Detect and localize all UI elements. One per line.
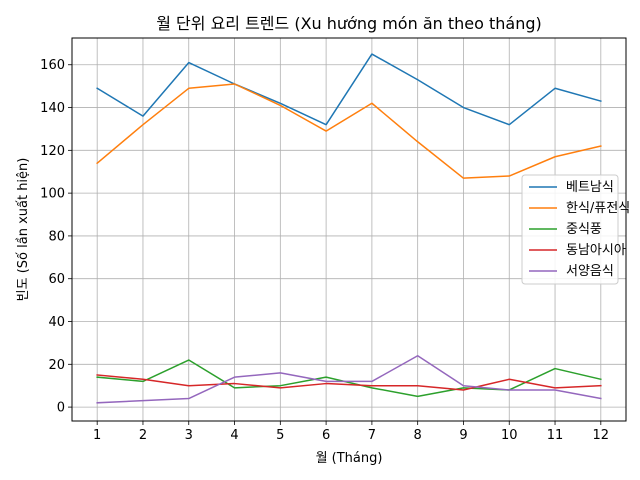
x-tick-label: 10 xyxy=(501,428,518,443)
plot-frame xyxy=(71,37,627,422)
y-tick-label: 20 xyxy=(48,358,65,373)
x-axis-ticks: 1 2 3 4 5 6 7 8 9 10 11 12 xyxy=(93,421,609,443)
y-tick-label: 100 xyxy=(40,187,65,202)
y-axis-ticks: 0 20 40 60 80 100 120 140 160 xyxy=(40,58,72,416)
x-tick-label: 3 xyxy=(185,428,193,443)
x-axis-label: 월 (Tháng) xyxy=(316,451,383,466)
x-tick-label: 8 xyxy=(414,428,422,443)
legend: 베트남식 한식/퓨전식 중식풍 동남아시아 서양음식 xyxy=(521,174,630,285)
chart-title: 월 단위 요리 트렌드 (Xu hướng món ăn theo tháng) xyxy=(156,14,542,33)
y-tick-label: 120 xyxy=(40,144,65,159)
series-line xyxy=(96,354,602,404)
y-tick-label: 0 xyxy=(57,401,65,416)
x-tick-label: 12 xyxy=(593,428,610,443)
legend-label: 한식/퓨전식 xyxy=(566,201,630,216)
series-line xyxy=(96,83,602,179)
x-tick-label: 11 xyxy=(547,428,564,443)
legend-label: 베트남식 xyxy=(566,180,614,195)
legend-label: 중식풍 xyxy=(566,222,602,237)
x-tick-label: 6 xyxy=(322,428,330,443)
y-tick-label: 60 xyxy=(48,272,65,287)
x-tick-label: 2 xyxy=(139,428,147,443)
x-tick-label: 5 xyxy=(276,428,284,443)
x-tick-label: 1 xyxy=(93,428,101,443)
series-lines xyxy=(96,53,602,404)
legend-label: 서양음식 xyxy=(566,264,614,279)
y-tick-label: 160 xyxy=(40,58,65,73)
legend-box xyxy=(521,174,619,285)
series-line xyxy=(96,53,602,126)
y-tick-label: 40 xyxy=(48,315,65,330)
y-axis-label: 빈도 (Số lần xuất hiện) xyxy=(16,158,31,302)
y-tick-label: 80 xyxy=(48,229,65,244)
legend-label: 동남아시아 xyxy=(566,243,626,258)
x-tick-label: 4 xyxy=(230,428,238,443)
x-tick-label: 9 xyxy=(459,428,467,443)
series-line xyxy=(96,374,602,391)
x-tick-label: 7 xyxy=(368,428,376,443)
y-tick-label: 140 xyxy=(40,101,65,116)
series-line xyxy=(96,359,602,398)
